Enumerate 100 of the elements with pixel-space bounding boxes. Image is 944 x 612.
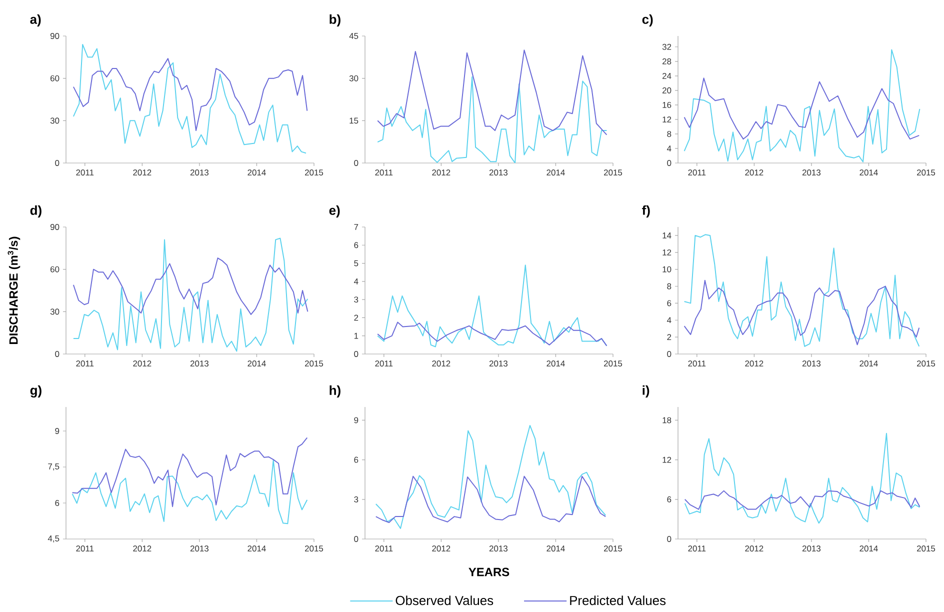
- y-tick-label: 12: [662, 456, 672, 463]
- y-tick-label: 0: [55, 351, 60, 357]
- x-tick-label: 2013: [802, 546, 821, 552]
- x-tick-label: 2012: [745, 546, 764, 552]
- x-tick-label: 2013: [802, 360, 821, 367]
- y-tick-label: 60: [50, 266, 60, 272]
- x-tick-label: 2012: [745, 170, 764, 176]
- y-tick-label: 8: [667, 283, 672, 290]
- y-tick-label: 30: [349, 75, 358, 82]
- chart-title: f): [642, 205, 650, 218]
- x-tick-label: 2014: [546, 546, 565, 552]
- y-axis-title: DISCHARGE (m$^{3}$/s): [8, 236, 20, 344]
- x-tick-label: 2014: [248, 360, 266, 366]
- line-series: [72, 58, 308, 132]
- line-series: [375, 476, 606, 523]
- y-tick-label: 0: [667, 351, 672, 357]
- x-tick-label: 2012: [133, 170, 152, 176]
- y-tick-label: 6: [667, 496, 672, 502]
- line-series: [72, 238, 308, 352]
- y-tick-label: 12: [662, 249, 672, 256]
- y-tick-label: 0: [354, 160, 358, 166]
- y-tick-label: 0: [354, 536, 358, 542]
- y-tick-label: 30: [50, 308, 60, 315]
- y-tick-label: 90: [50, 224, 60, 230]
- x-tick-label: 2013: [489, 546, 508, 552]
- x-tick-label: 2014: [546, 170, 565, 176]
- y-tick-label: 4: [666, 317, 672, 324]
- y-tick-label: 5: [354, 260, 358, 266]
- y-tick-label: 90: [50, 33, 60, 39]
- line-series: [377, 322, 608, 346]
- x-tick-label: 2012: [133, 360, 152, 366]
- x-tick-label: 2015: [604, 170, 622, 176]
- x-tick-label: 2014: [860, 170, 878, 176]
- y-tick-label: 4: [354, 278, 358, 284]
- x-tick-label: 2011: [375, 170, 393, 176]
- chart-title: d): [30, 205, 42, 218]
- y-tick-label: 1: [354, 332, 358, 339]
- line-series: [684, 49, 920, 162]
- y-tick-label: 32: [662, 44, 672, 50]
- y-tick-label: 6: [354, 242, 358, 248]
- y-tick-label: 4,5: [48, 536, 60, 542]
- line-series: [72, 44, 306, 154]
- y-tick-label: 18: [662, 417, 672, 424]
- line-series: [684, 490, 920, 510]
- x-tick-label: 2013: [190, 170, 208, 176]
- chart-title: h): [330, 385, 340, 398]
- line-series: [684, 432, 920, 524]
- x-tick-label: 2012: [432, 546, 450, 552]
- y-tick-label: 0: [667, 160, 672, 166]
- y-tick-label: 14: [662, 232, 672, 238]
- y-tick-label: 16: [662, 102, 672, 108]
- x-tick-label: 2011: [375, 360, 393, 366]
- y-tick-label: 2: [667, 334, 672, 340]
- y-tick-label: 6: [354, 456, 358, 463]
- y-tick-label: 60: [50, 75, 60, 82]
- x-tick-label: 2013: [489, 360, 508, 366]
- x-tick-label: 2011: [688, 360, 706, 367]
- x-tick-label: 2015: [917, 360, 936, 367]
- x-tick-label: 2014: [546, 360, 565, 366]
- x-tick-label: 2015: [917, 170, 936, 176]
- x-tick-label: 2015: [305, 170, 324, 176]
- x-tick-label: 2011: [375, 546, 393, 552]
- line-series: [684, 78, 920, 140]
- y-tick-label: 2: [354, 314, 358, 321]
- x-tick-label: 2012: [432, 360, 450, 366]
- x-axis-title: YEARS: [468, 568, 510, 576]
- legend-label: Observed Values: [396, 596, 494, 606]
- x-tick-label: 2011: [76, 360, 94, 366]
- y-tick-label: 9: [55, 428, 60, 434]
- x-tick-label: 2013: [802, 170, 821, 176]
- x-tick-label: 2011: [688, 170, 706, 176]
- x-tick-label: 2011: [76, 546, 94, 552]
- x-tick-label: 2012: [432, 170, 450, 176]
- y-tick-label: 6: [55, 500, 60, 506]
- legend-label: Predicted Values: [570, 596, 666, 606]
- x-tick-label: 2015: [604, 360, 622, 366]
- y-tick-label: 8: [667, 130, 672, 137]
- x-tick-label: 2014: [248, 170, 266, 176]
- x-tick-label: 2013: [190, 546, 208, 552]
- line-series: [684, 234, 920, 347]
- chart-title: e): [329, 205, 340, 218]
- y-tick-label: 24: [662, 72, 672, 79]
- y-tick-label: 9: [354, 417, 358, 424]
- y-tick-label: 28: [662, 58, 672, 64]
- line-series: [377, 50, 608, 136]
- line-series: [377, 76, 608, 163]
- y-tick-label: 30: [50, 118, 60, 124]
- y-tick-label: 7: [354, 224, 358, 230]
- y-tick-label: 15: [350, 118, 358, 124]
- x-tick-label: 2014: [860, 360, 878, 367]
- x-tick-label: 2012: [745, 360, 764, 367]
- x-tick-label: 2011: [688, 546, 706, 552]
- y-tick-label: 10: [662, 266, 672, 272]
- x-tick-label: 2015: [917, 546, 936, 552]
- y-tick-label: 0: [354, 351, 358, 357]
- y-tick-label: 7,5: [48, 464, 60, 470]
- chart-title: g): [30, 385, 42, 398]
- y-tick-label: 0: [55, 160, 60, 166]
- y-tick-label: 3: [354, 296, 358, 303]
- x-tick-label: 2015: [305, 546, 324, 552]
